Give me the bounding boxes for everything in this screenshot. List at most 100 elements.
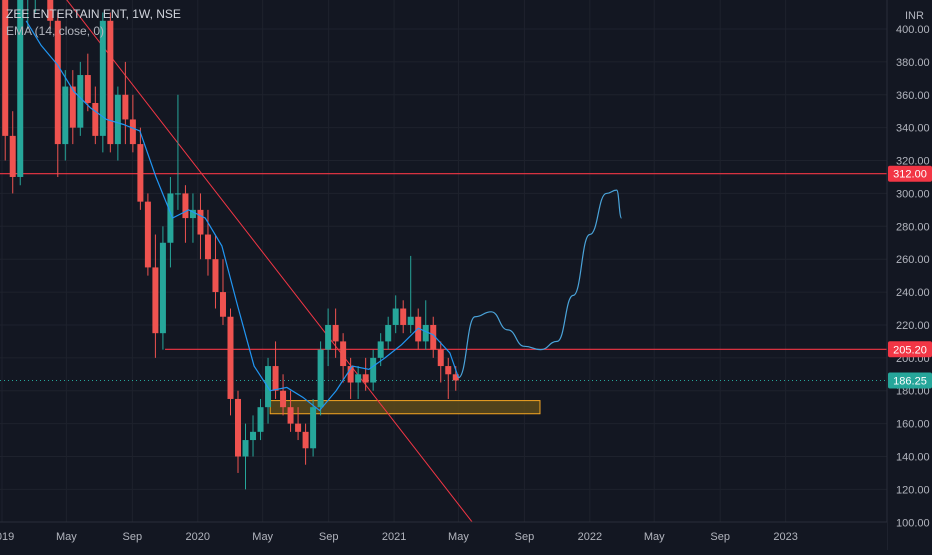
time-axis[interactable] (0, 522, 887, 550)
time-tick-label: May (448, 531, 469, 543)
candle-body[interactable] (144, 201, 151, 268)
candle-body[interactable] (392, 308, 399, 325)
candle-body[interactable] (77, 75, 84, 128)
price-tick-label: 380.00 (896, 57, 930, 69)
chart-legend: ZEE ENTERTAIN ENT, 1W, NSE EMA (14, clos… (6, 6, 181, 40)
ema-indicator-label[interactable]: EMA (14, close, 0) (6, 24, 105, 38)
candle-body[interactable] (69, 86, 76, 128)
time-tick-label: 2020 (186, 531, 210, 543)
candle-body[interactable] (219, 292, 226, 317)
price-tick-label: 260.00 (896, 254, 930, 266)
downtrend-line[interactable] (66, 0, 483, 536)
candle-body[interactable] (62, 86, 69, 145)
candle-body[interactable] (257, 407, 264, 432)
last-price-tag[interactable]: 186.25 (893, 375, 927, 387)
candle-body[interactable] (242, 440, 249, 457)
price-tick-label: 180.00 (896, 386, 930, 398)
candle-body[interactable] (355, 374, 362, 383)
time-tick-label: Sep (515, 531, 535, 543)
candle-body[interactable] (280, 390, 287, 408)
price-tick-label: 360.00 (896, 90, 930, 102)
candle-body[interactable] (362, 374, 369, 383)
candle-body[interactable] (370, 357, 377, 383)
candle-body[interactable] (212, 259, 219, 293)
candle-body[interactable] (347, 366, 354, 383)
price-tick-label: 280.00 (896, 221, 930, 233)
price-tick-label: 240.00 (896, 287, 930, 299)
price-axis[interactable] (887, 0, 932, 550)
price-tick-label: 220.00 (896, 320, 930, 332)
candle-body[interactable] (189, 209, 196, 219)
candle-body[interactable] (227, 316, 234, 399)
candle-body[interactable] (302, 431, 309, 449)
candle-body[interactable] (310, 407, 317, 449)
candle-body[interactable] (400, 308, 407, 325)
time-tick-label: 2023 (773, 531, 797, 543)
ema-line[interactable] (25, 20, 460, 412)
time-tick-label: May (56, 531, 77, 543)
candle-body[interactable] (430, 324, 437, 350)
candle-body[interactable] (114, 94, 121, 145)
price-tick-label: 120.00 (896, 484, 930, 496)
price-line-tag[interactable]: 205.20 (893, 344, 927, 356)
candle-body[interactable] (437, 349, 444, 367)
price-tick-label: 320.00 (896, 156, 930, 168)
candle-body[interactable] (452, 374, 459, 381)
candle-body[interactable] (84, 75, 91, 103)
candle-body[interactable] (377, 341, 384, 358)
price-tick-label: 400.00 (896, 24, 930, 36)
candle-body[interactable] (385, 324, 392, 342)
candle-body[interactable] (54, 20, 61, 145)
candle-body[interactable] (159, 242, 166, 334)
candle-body[interactable] (174, 193, 181, 195)
candle-body[interactable] (107, 20, 114, 145)
price-line-tag-background (888, 341, 932, 358)
projection-path-drawing[interactable] (457, 189, 623, 379)
candle-body[interactable] (92, 102, 99, 136)
currency-label[interactable]: INR (905, 10, 924, 22)
time-tick-label: Sep (319, 531, 339, 543)
candle-body[interactable] (445, 366, 452, 375)
candle-body[interactable] (182, 193, 189, 219)
symbol-title[interactable]: ZEE ENTERTAIN ENT, 1W, NSE (6, 7, 181, 21)
candle-body[interactable] (204, 234, 211, 260)
candle-body[interactable] (340, 341, 347, 367)
time-tick-label: Sep (710, 531, 730, 543)
candle-body[interactable] (122, 94, 129, 120)
candle-body[interactable] (17, 0, 24, 177)
candle-body[interactable] (167, 193, 174, 243)
candle-body[interactable] (152, 267, 159, 334)
time-tick-label: 2021 (382, 531, 406, 543)
candle-body[interactable] (197, 209, 204, 235)
candle-body[interactable] (235, 398, 242, 457)
candle-body[interactable] (129, 119, 136, 145)
price-tick-label: 340.00 (896, 123, 930, 135)
price-tick-label: 100.00 (896, 517, 930, 529)
candle-body[interactable] (422, 324, 429, 342)
time-tick-label: Sep (123, 531, 143, 543)
candle-body[interactable] (99, 20, 106, 136)
candle-body[interactable] (332, 324, 339, 342)
candle-body[interactable] (317, 349, 324, 408)
time-tick-label: 2022 (578, 531, 602, 543)
price-tick-label: 140.00 (896, 452, 930, 464)
time-tick-label: May (644, 531, 665, 543)
candle-body[interactable] (287, 407, 294, 424)
last-price-tag-background (888, 372, 932, 389)
time-tick-label: May (252, 531, 273, 543)
candle-body[interactable] (47, 0, 54, 21)
candle-body[interactable] (137, 144, 144, 202)
candle-body[interactable] (250, 431, 257, 441)
candle-body[interactable] (295, 423, 302, 432)
candle-body[interactable] (272, 366, 279, 391)
time-tick-label: 2019 (0, 531, 14, 543)
price-line-tag[interactable]: 312.00 (893, 169, 927, 181)
candle-body[interactable] (2, 0, 9, 136)
candle-body[interactable] (407, 316, 414, 325)
candle-body[interactable] (9, 135, 16, 177)
candle-body[interactable] (325, 324, 332, 350)
price-line-tag-background (888, 165, 932, 182)
